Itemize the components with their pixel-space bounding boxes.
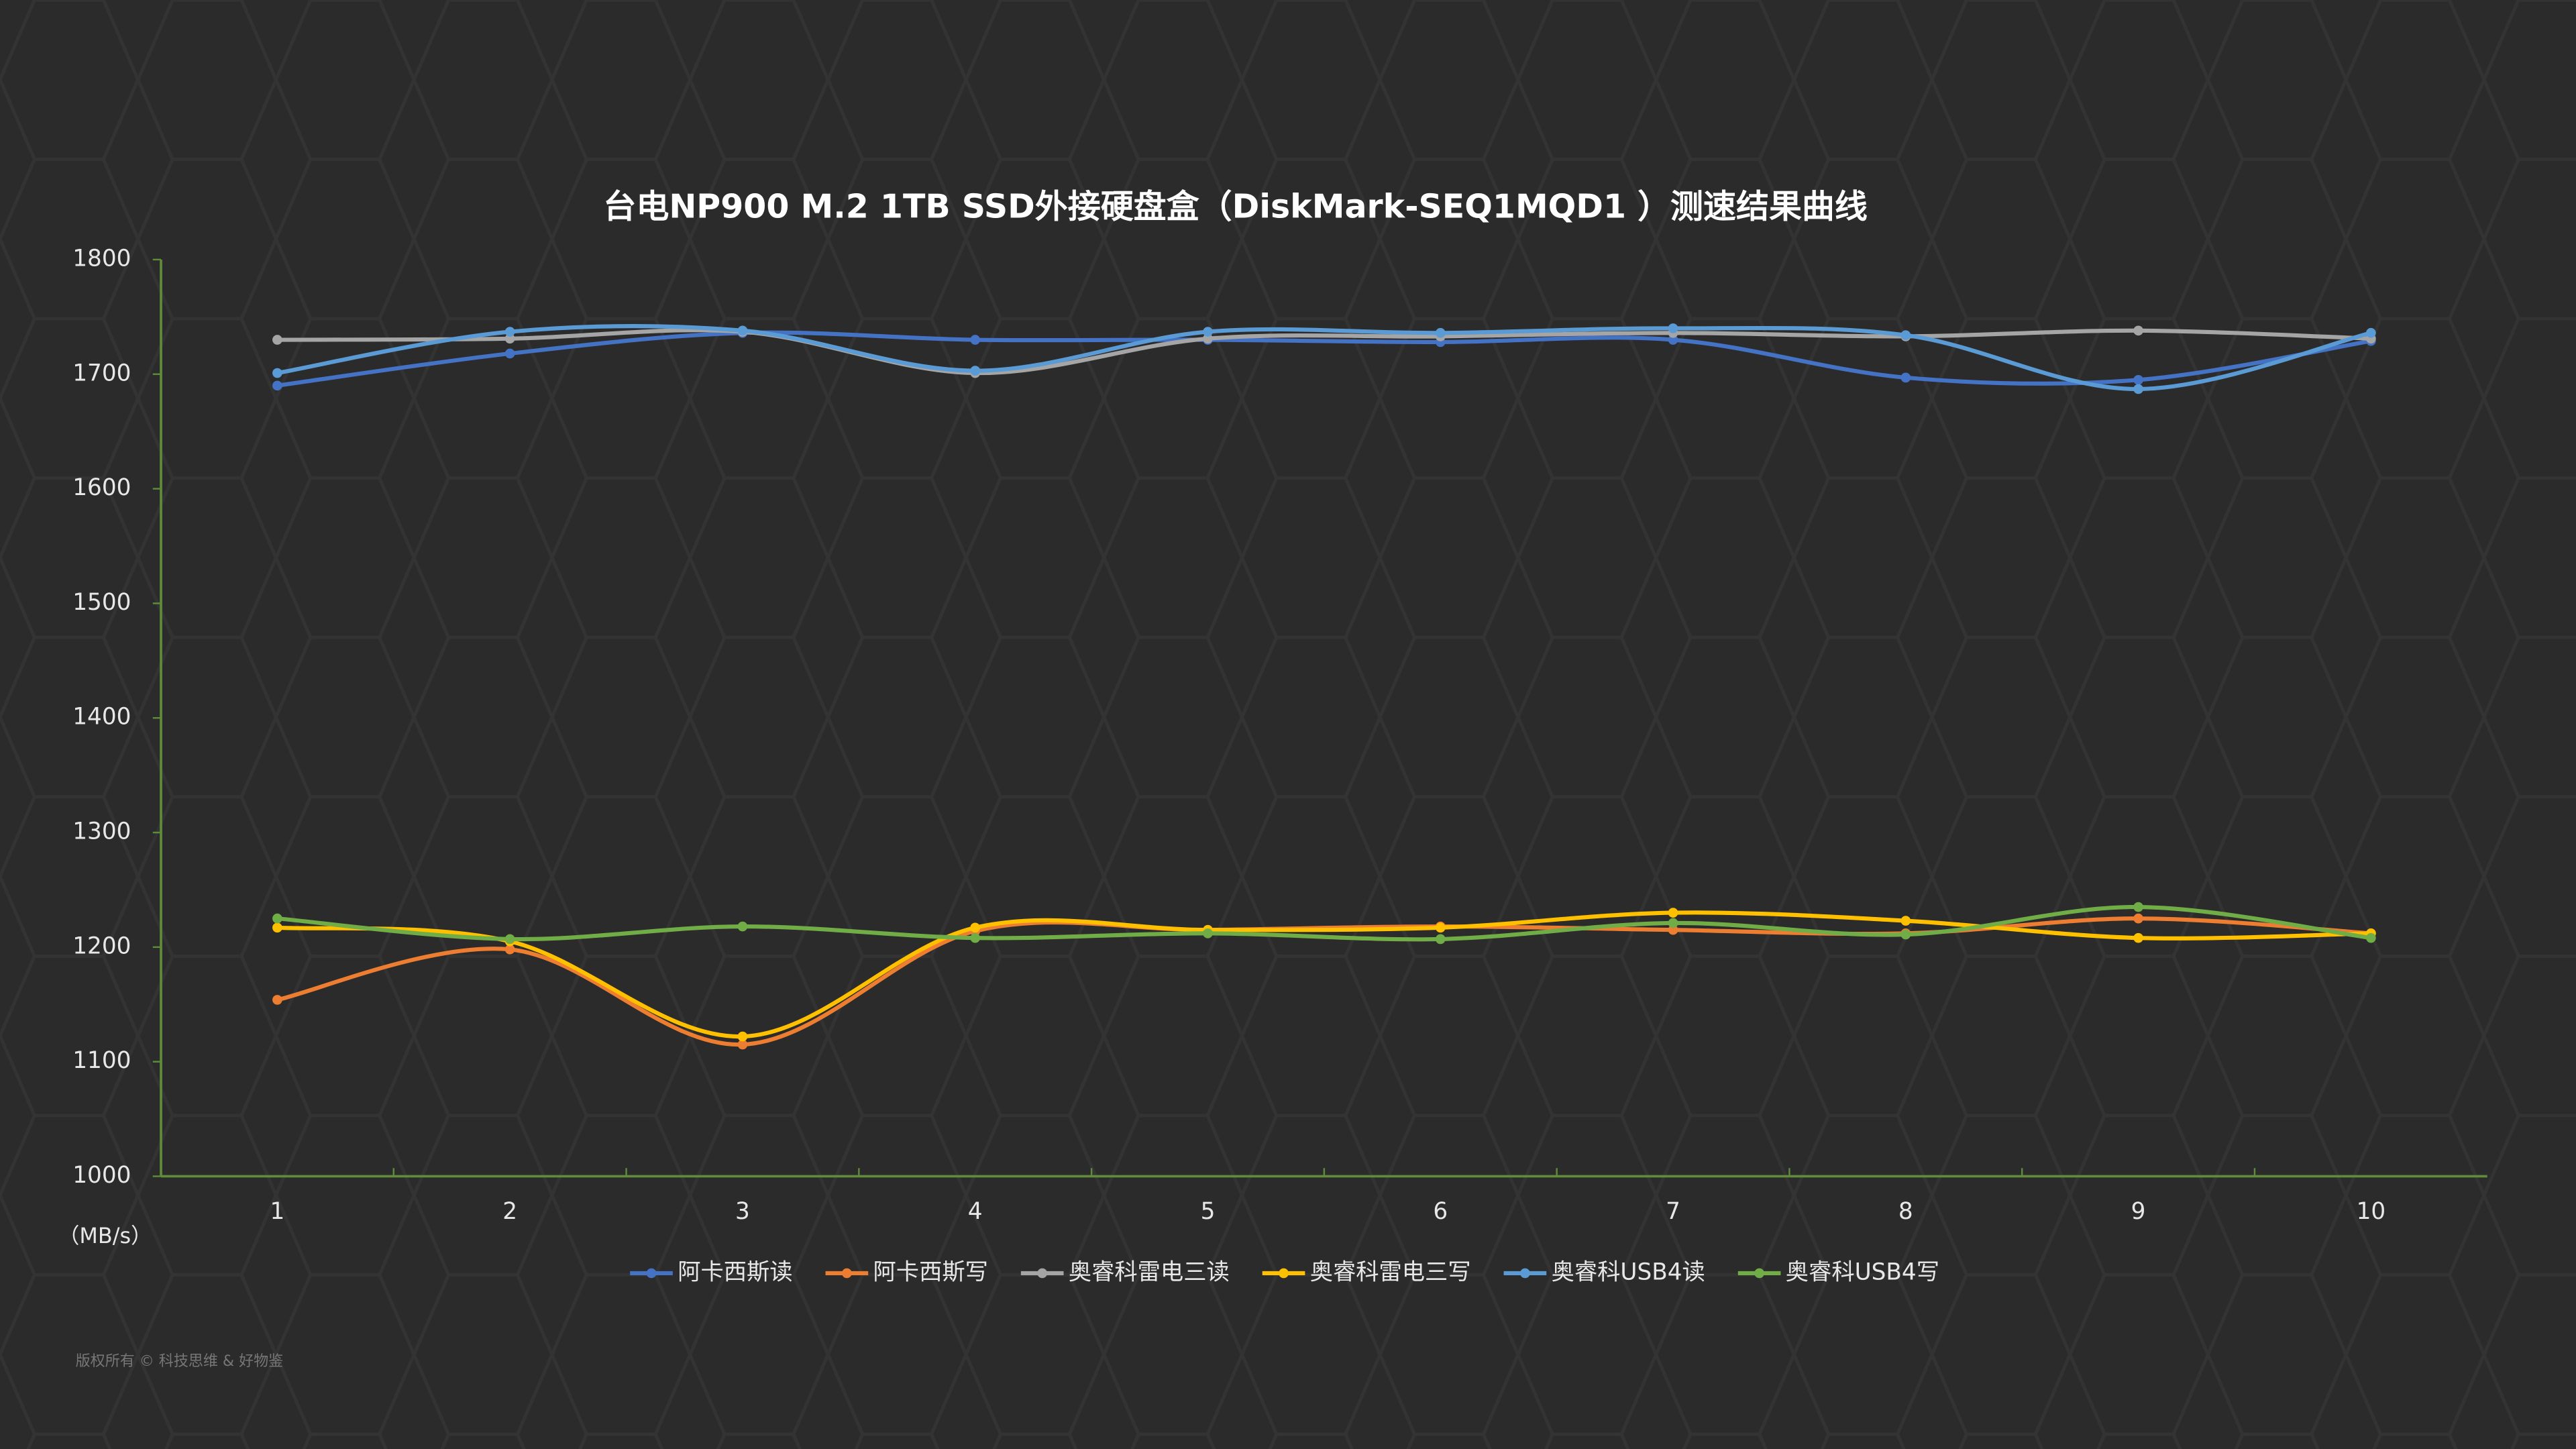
- data-point: [2133, 932, 2143, 943]
- series-line: [276, 324, 2372, 392]
- data-point: [1435, 934, 1446, 945]
- y-tick-label: 1000: [72, 1162, 131, 1189]
- x-tick-label: 7: [1666, 1198, 1680, 1225]
- x-tick-label: 3: [735, 1198, 750, 1225]
- data-point: [1435, 922, 1446, 933]
- x-tick-label: 5: [1201, 1198, 1216, 1225]
- data-point: [272, 368, 282, 378]
- data-point: [272, 335, 282, 345]
- data-point: [970, 335, 981, 345]
- legend-label: 阿卡西斯写: [873, 1258, 988, 1285]
- data-point: [2133, 384, 2143, 394]
- legend-item: 奥睿科雷电三写: [1262, 1258, 1471, 1285]
- data-point: [737, 921, 748, 932]
- legend-marker: [1754, 1268, 1764, 1279]
- data-point: [1900, 916, 1911, 926]
- data-point: [2366, 932, 2376, 943]
- data-point: [1900, 929, 1911, 940]
- series-line: [277, 904, 2371, 942]
- legend: 阿卡西斯读 阿卡西斯写 奥睿科雷电三读 奥睿科雷电三写 奥睿科USB4读 奥睿科USB4写: [630, 1258, 1939, 1285]
- data-point: [2133, 374, 2143, 385]
- legend-item: 奥睿科USB4读: [1503, 1258, 1705, 1285]
- legend-label: 奥睿科USB4读: [1552, 1258, 1705, 1285]
- x-tick-label: 4: [968, 1198, 983, 1225]
- data-point: [1668, 918, 1678, 928]
- data-point: [970, 922, 981, 933]
- legend-item: 奥睿科雷电三读: [1020, 1258, 1230, 1285]
- series-line: [276, 330, 2371, 388]
- footnote: 版权所有 © 科技思维 & 好物鉴: [76, 1353, 284, 1370]
- x-tick-label: 2: [502, 1198, 517, 1225]
- data-point: [2366, 327, 2376, 338]
- data-point: [504, 348, 515, 359]
- y-tick-label: 1100: [72, 1047, 131, 1074]
- series-line: [277, 910, 2371, 1039]
- data-point: [737, 1039, 748, 1050]
- legend-marker: [1037, 1268, 1048, 1279]
- data-point: [1900, 330, 1911, 341]
- legend-label: 奥睿科雷电三读: [1069, 1258, 1230, 1285]
- y-tick-label: 1800: [72, 245, 131, 272]
- data-point: [737, 1031, 748, 1042]
- data-point: [1203, 333, 1213, 344]
- x-tick-label: 6: [1433, 1198, 1448, 1225]
- y-tick-label: 1400: [72, 704, 131, 731]
- data-point: [1203, 928, 1213, 938]
- x-tick-label: 8: [1898, 1198, 1913, 1225]
- legend-label: 奥睿科USB4写: [1786, 1258, 1939, 1285]
- y-tick-label: 1600: [72, 474, 131, 501]
- x-tick-label: 9: [2131, 1198, 2146, 1225]
- chart-title: 台电NP900 M.2 1TB SSD外接硬盘盒（DiskMark-SEQ1MQ…: [603, 188, 1867, 226]
- data-point: [272, 995, 282, 1005]
- data-point: [272, 380, 282, 391]
- data-point: [272, 922, 282, 933]
- y-tick-label: 1200: [72, 932, 131, 959]
- data-point: [1668, 908, 1678, 918]
- data-point: [1435, 327, 1446, 338]
- legend-marker: [646, 1268, 657, 1279]
- data-point: [1900, 372, 1911, 383]
- data-point: [2133, 325, 2143, 336]
- data-point: [504, 333, 515, 344]
- data-point: [504, 327, 515, 337]
- legend-label: 奥睿科雷电三写: [1310, 1258, 1471, 1285]
- data-point: [2133, 913, 2143, 924]
- x-tick-label: 1: [270, 1198, 284, 1225]
- data-point: [970, 366, 981, 376]
- legend-label: 阿卡西斯读: [678, 1258, 792, 1285]
- legend-item: 阿卡西斯写: [825, 1258, 988, 1285]
- legend-item: 奥睿科USB4写: [1737, 1258, 1939, 1285]
- data-point: [504, 944, 515, 955]
- y-tick-label: 1300: [72, 818, 131, 845]
- data-point: [737, 325, 748, 336]
- series-line: [277, 328, 2371, 376]
- data-point: [1668, 323, 1678, 333]
- y-tick-label: 1500: [72, 589, 131, 616]
- x-tick-label: 10: [2357, 1198, 2386, 1225]
- data-point: [1203, 327, 1213, 337]
- y-axis-label: （MB/s）: [58, 1223, 152, 1248]
- data-point: [970, 932, 981, 943]
- legend-marker: [1520, 1268, 1530, 1279]
- legend-marker: [842, 1268, 852, 1279]
- data-point: [1668, 924, 1678, 935]
- legend-marker: [1279, 1268, 1289, 1279]
- data-point: [1668, 335, 1678, 345]
- y-tick-label: 1700: [72, 360, 131, 386]
- legend-item: 阿卡西斯读: [630, 1258, 793, 1285]
- data-point: [2133, 902, 2143, 912]
- data-point: [504, 934, 515, 945]
- data-point: [272, 913, 282, 924]
